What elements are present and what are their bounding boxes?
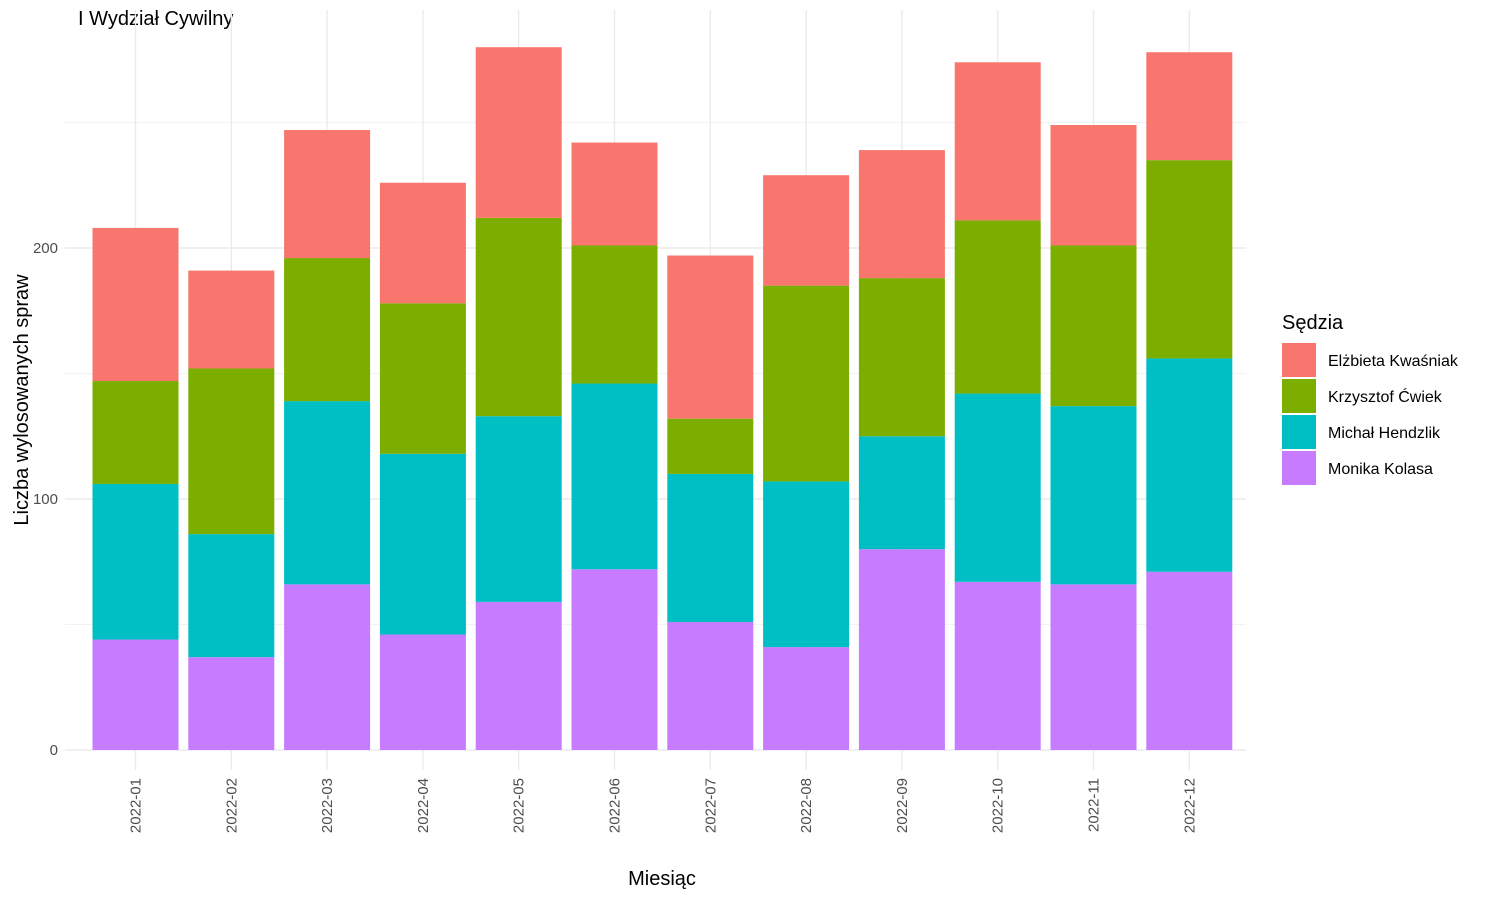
bar-segment bbox=[1146, 52, 1233, 161]
bar-segment bbox=[284, 130, 371, 259]
bar-segment bbox=[571, 142, 658, 246]
y-axis-ticks: 0 100 200 bbox=[33, 240, 58, 759]
bar-segment bbox=[954, 62, 1041, 221]
bar-segment bbox=[188, 657, 275, 750]
y-tick-label: 100 bbox=[33, 491, 58, 508]
bar-segment bbox=[188, 368, 275, 535]
legend-label: Elżbieta Kwaśniak bbox=[1328, 353, 1459, 370]
bar-segment bbox=[858, 150, 945, 279]
x-tick-label: 2022-06 bbox=[607, 778, 624, 833]
bar-segment bbox=[571, 245, 658, 384]
bar-segment bbox=[763, 285, 850, 482]
bar-segment bbox=[284, 584, 371, 750]
legend-label: Krzysztof Ćwiek bbox=[1328, 387, 1443, 406]
y-axis-title: Liczba wylosowanych spraw bbox=[11, 274, 33, 526]
legend-key bbox=[1282, 379, 1316, 413]
bar-segment bbox=[188, 270, 275, 369]
bar-segment bbox=[379, 182, 466, 304]
x-tick-label: 2022-10 bbox=[990, 778, 1007, 833]
x-axis-title: Miesiąc bbox=[628, 868, 696, 890]
bar-segment bbox=[571, 569, 658, 750]
bar-segment bbox=[571, 383, 658, 570]
bar-segment bbox=[858, 436, 945, 550]
bar-segment bbox=[475, 47, 562, 218]
bar-segment bbox=[1050, 245, 1137, 407]
bar-segment bbox=[667, 255, 754, 419]
x-tick-label: 2022-12 bbox=[1181, 778, 1198, 833]
bar-segment bbox=[379, 303, 466, 454]
bar-segment bbox=[475, 601, 562, 750]
bar-segment bbox=[92, 381, 179, 484]
bar-segment bbox=[954, 220, 1041, 394]
bar-segment bbox=[763, 481, 850, 648]
bar-segment bbox=[92, 639, 179, 750]
bar-segment bbox=[1146, 358, 1233, 572]
bar-segment bbox=[284, 401, 371, 585]
chart-title: I Wydział Cywilny bbox=[78, 8, 234, 30]
bar-segment bbox=[1146, 160, 1233, 359]
legend-label: Michał Hendzlik bbox=[1328, 425, 1441, 442]
legend-title: Sędzia bbox=[1282, 312, 1344, 334]
legend-key bbox=[1282, 451, 1316, 485]
legend-key bbox=[1282, 415, 1316, 449]
x-tick-label: 2022-05 bbox=[511, 778, 528, 833]
y-tick-label: 200 bbox=[33, 240, 58, 257]
bar-segment bbox=[667, 621, 754, 750]
x-tick-label: 2022-07 bbox=[702, 778, 719, 833]
bar-segment bbox=[667, 473, 754, 622]
bar-segment bbox=[1050, 584, 1137, 750]
legend: Sędzia Elżbieta Kwaśniak Krzysztof Ćwiek M… bbox=[1282, 312, 1459, 485]
bar-segment bbox=[1146, 571, 1233, 750]
x-tick-label: 2022-08 bbox=[798, 778, 815, 833]
y-tick-label: 0 bbox=[50, 742, 58, 759]
bar-segment bbox=[379, 453, 466, 635]
x-axis-ticks: 2022-01 2022-02 2022-03 2022-04 2022-05 2022-… bbox=[128, 778, 1199, 833]
bar-segment bbox=[188, 534, 275, 658]
x-tick-label: 2022-01 bbox=[128, 778, 145, 833]
bar-segment bbox=[1050, 406, 1137, 585]
x-tick-label: 2022-03 bbox=[319, 778, 336, 833]
bar-segment bbox=[954, 393, 1041, 582]
bar-segment bbox=[858, 278, 945, 437]
bar-segment bbox=[763, 647, 850, 750]
bar-segment bbox=[475, 416, 562, 602]
bar-segment bbox=[379, 634, 466, 750]
bar-segment bbox=[858, 549, 945, 750]
legend-key bbox=[1282, 343, 1316, 377]
bar-segment bbox=[667, 418, 754, 474]
bar-segment bbox=[92, 483, 179, 640]
x-tick-label: 2022-11 bbox=[1086, 778, 1103, 832]
x-tick-label: 2022-04 bbox=[415, 778, 432, 833]
bar-segment bbox=[475, 217, 562, 417]
x-tick-label: 2022-09 bbox=[894, 778, 911, 833]
bar-segment bbox=[954, 581, 1041, 750]
x-tick-label: 2022-02 bbox=[223, 778, 240, 833]
legend-label: Monika Kolasa bbox=[1328, 461, 1433, 478]
bars bbox=[92, 47, 1233, 750]
bar-segment bbox=[1050, 125, 1137, 246]
bar-segment bbox=[92, 227, 179, 382]
bar-segment bbox=[763, 175, 850, 286]
bar-segment bbox=[284, 258, 371, 402]
